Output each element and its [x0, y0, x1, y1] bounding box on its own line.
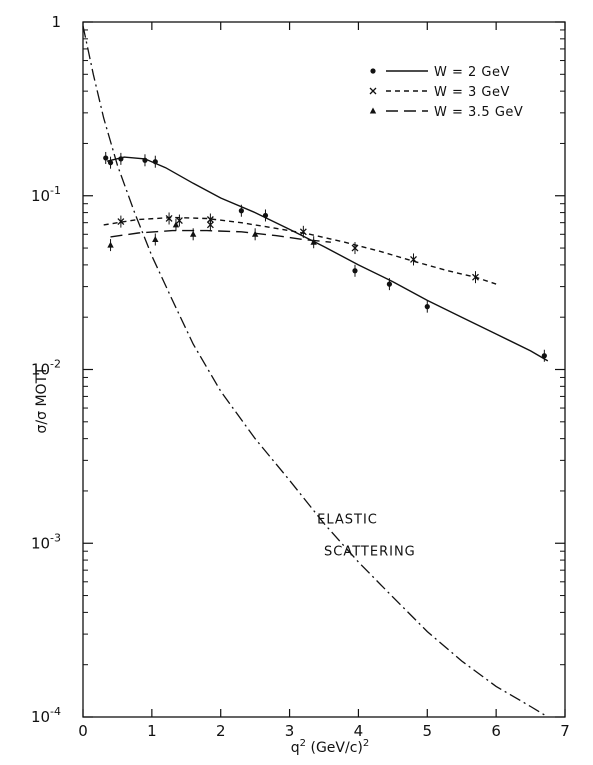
x-tick-label: 7 [560, 722, 570, 740]
series-markers [103, 151, 547, 362]
data-point-1 [107, 160, 114, 166]
x-tick-label: 3 [285, 722, 295, 740]
x-tick-label: 4 [354, 722, 364, 740]
annotation-2: SCATTERING [324, 545, 416, 560]
legend-marker-3 [369, 107, 377, 114]
data-point-3 [172, 221, 180, 228]
plot-border [82, 21, 566, 718]
data-point-3 [251, 230, 259, 237]
data-point-2 [165, 215, 173, 222]
data-point-2 [175, 217, 183, 224]
legend-label-3: W = 3.5 GeV [434, 105, 523, 120]
data-point-1 [352, 268, 358, 274]
data-point-2 [410, 255, 417, 263]
y-axis-title: σ/σ MOTT [34, 366, 50, 433]
y-tick-label: 10-3 [31, 531, 61, 552]
data-point-2 [206, 221, 214, 229]
data-point-3 [189, 230, 197, 237]
data-point-2 [299, 228, 307, 236]
data-point-3 [310, 238, 317, 245]
legend-marker-1 [370, 68, 376, 74]
data-point-1 [262, 212, 269, 219]
data-point-1 [541, 353, 547, 359]
data-point-1 [152, 159, 158, 165]
y-tick-label: 10-2 [31, 358, 61, 379]
y-axis-ticks: 1 10-1 10-2 10-3 10-4 [31, 13, 565, 726]
x-tick-label: 1 [147, 722, 157, 740]
x-tick-label: 2 [216, 722, 226, 740]
data-point-3 [107, 241, 114, 248]
series-curves [82, 25, 549, 718]
data-point-1 [386, 281, 393, 287]
x-tick-label: 0 [78, 722, 88, 740]
annotations: ELASTIC SCATTERING [317, 512, 416, 560]
legend-marker-2 [369, 87, 377, 95]
series-curve-1 [106, 156, 549, 362]
data-point-1 [424, 304, 430, 310]
plot-frame [82, 21, 566, 718]
series-curve-3 [110, 229, 331, 243]
x-tick-label: 6 [491, 722, 501, 740]
data-point-1 [103, 155, 109, 161]
annotation-1: ELASTIC [317, 512, 378, 527]
data-point-2 [472, 273, 479, 281]
y-tick-label: 10-4 [31, 705, 61, 726]
y-tick-label: 10-1 [31, 184, 61, 205]
data-point-1 [118, 156, 124, 162]
data-point-3 [152, 236, 159, 243]
x-axis-title: q2 (GeV/c)2 [291, 738, 369, 756]
x-axis-ticks: 0 1 2 3 4 5 6 7 [78, 22, 570, 740]
y-tick-label: 1 [51, 13, 61, 31]
legend-label-2: W = 3 GeV [434, 85, 510, 100]
legend-label-1: W = 2 GeV [434, 65, 510, 80]
data-point-2 [351, 244, 359, 252]
data-point-1 [142, 157, 148, 163]
elastic-scattering-curve [82, 25, 549, 718]
series-curve-2 [103, 216, 497, 285]
x-tick-label: 5 [423, 722, 433, 740]
legend: W = 2 GeV W = 3 GeV W = 3.5 GeV [369, 65, 523, 120]
data-point-2 [117, 218, 125, 226]
data-point-1 [238, 208, 244, 214]
